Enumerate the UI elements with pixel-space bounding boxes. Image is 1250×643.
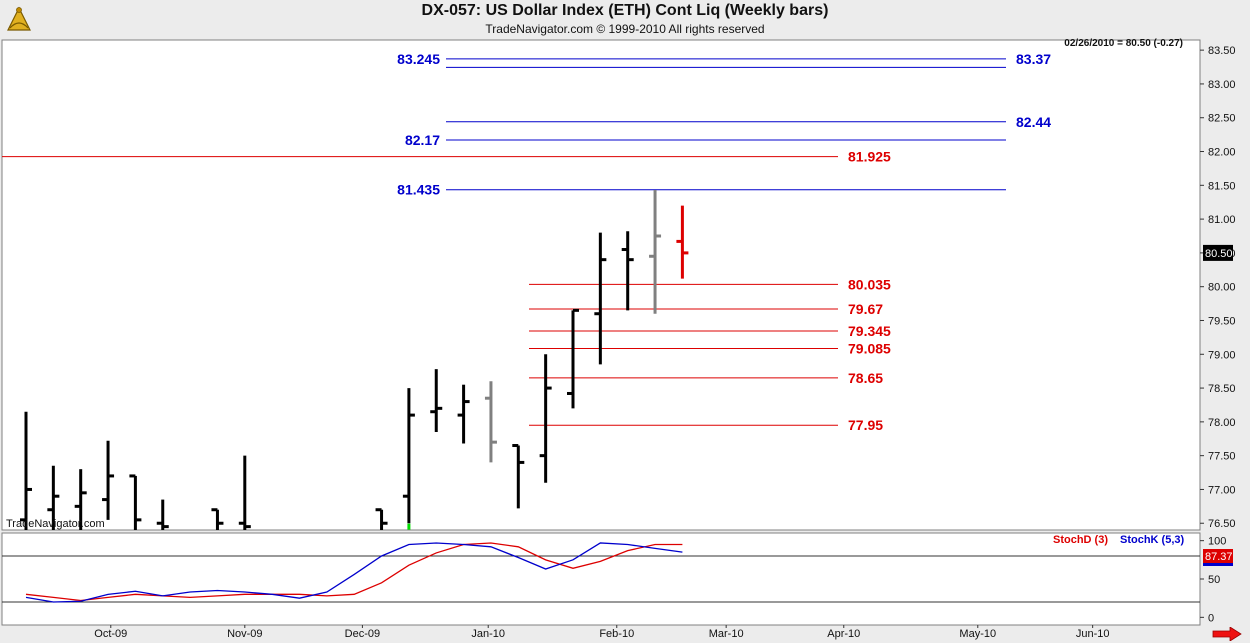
price-tick-label: 78.00 <box>1208 417 1236 429</box>
chart-header: DX-057: US Dollar Index (ETH) Cont Liq (… <box>0 0 1250 40</box>
red-level-label: 77.95 <box>848 417 883 433</box>
price-bar-week-5 <box>156 499 169 530</box>
current-price-tag <box>1203 244 1233 261</box>
price-bar-week-17 <box>484 381 497 463</box>
blue-level-label: 82.44 <box>1016 114 1051 130</box>
stochk-legend: StochK (5,3) <box>1120 534 1185 546</box>
sextant-logo-icon <box>7 6 31 31</box>
price-tick-label: 77.00 <box>1208 484 1236 496</box>
price-tick-label: 81.00 <box>1208 214 1236 226</box>
signal-marker <box>407 523 411 530</box>
stoch-value-tag-label: 87.37 <box>1205 551 1233 563</box>
red-level-label: 79.67 <box>848 301 883 317</box>
quote-line: 02/26/2010 = 80.50 (-0.27) <box>1064 38 1183 49</box>
watermark: TradeNavigator.com <box>6 518 105 530</box>
red-level-label: 81.925 <box>848 149 891 165</box>
price-tick-label: 78.50 <box>1208 383 1236 395</box>
stoch-tick-label: 100 <box>1208 536 1226 548</box>
price-tick-label: 82.00 <box>1208 147 1236 159</box>
x-tick-label: Feb-10 <box>599 628 634 640</box>
price-bar-week-8 <box>238 455 251 530</box>
stochk-line <box>25 542 683 603</box>
price-tick-label: 79.50 <box>1208 315 1236 327</box>
price-tick-label: 81.50 <box>1208 180 1236 192</box>
blue-level-label: 81.435 <box>397 182 440 198</box>
price-bar-week-24 <box>676 205 689 279</box>
x-tick-label: Dec-09 <box>345 628 380 640</box>
x-tick-label: May-10 <box>959 628 996 640</box>
x-tick-label: Jun-10 <box>1076 628 1110 640</box>
price-tick-label: 80.00 <box>1208 282 1236 294</box>
price-bar-week-13 <box>375 508 388 530</box>
x-tick-label: Mar-10 <box>709 628 744 640</box>
price-tick-label: 79.00 <box>1208 349 1236 361</box>
price-bar-week-4 <box>129 474 142 530</box>
price-bar-week-16 <box>457 384 470 444</box>
red-level-label: 80.035 <box>848 276 891 292</box>
price-tick-label: 82.50 <box>1208 113 1236 125</box>
blue-level-label: 83.37 <box>1016 51 1051 67</box>
price-bar-week-15 <box>430 369 443 432</box>
price-tick-label: 83.00 <box>1208 79 1236 91</box>
price-bar-week-2 <box>74 469 87 530</box>
stochd-line <box>25 542 683 602</box>
scroll-right-arrow-icon[interactable] <box>1212 627 1242 641</box>
price-bar-week-14 <box>402 388 415 524</box>
stoch-tick-label: 0 <box>1208 612 1214 624</box>
price-bar-week-0 <box>20 411 32 530</box>
blue-level-label: 82.17 <box>405 132 440 148</box>
price-tick-label: 77.50 <box>1208 451 1236 463</box>
price-bar-week-20 <box>567 308 579 409</box>
price-panel: 76.50 77.00 77.50 78.00 78.50 79.00 79.50 80.00… <box>1 38 1236 531</box>
stoch-tick-label: 50 <box>1208 574 1220 586</box>
red-level-label: 79.085 <box>848 341 891 357</box>
price-bar-week-18 <box>512 444 525 509</box>
x-tick-label: Jan-10 <box>471 628 505 640</box>
x-tick-label: Apr-10 <box>827 628 860 640</box>
chart-title: DX-057: US Dollar Index (ETH) Cont Liq (… <box>421 2 829 19</box>
price-bar-week-3 <box>102 440 115 520</box>
stochastic-panel: 0 50 100 StochD (3) StochK (5,3) 87.37 <box>1 532 1233 626</box>
x-tick-label: Oct-09 <box>94 628 127 640</box>
red-level-label: 78.65 <box>848 370 883 386</box>
price-bar-week-1 <box>47 465 60 530</box>
price-tick-label: 76.50 <box>1208 518 1236 530</box>
price-bar-week-23 <box>649 190 662 314</box>
stochastic-plot-area <box>1 532 1201 626</box>
stochd-legend: StochD (3) <box>1053 534 1108 546</box>
red-level-label: 79.345 <box>848 323 891 339</box>
price-tick-label: 83.50 <box>1208 45 1236 57</box>
x-axis: Oct-09 Nov-09 Dec-09 Jan-10 Feb-10 Mar-10 Apr-… <box>94 625 1109 640</box>
current-price-tag-label: 80.50 <box>1205 248 1233 260</box>
price-bar-week-7 <box>211 508 224 530</box>
x-tick-label: Nov-09 <box>227 628 262 640</box>
blue-level-label: 83.245 <box>397 51 440 67</box>
price-bar-week-22 <box>621 231 634 311</box>
stoch-value-tag <box>1203 549 1233 563</box>
price-bar-week-21 <box>594 232 607 365</box>
chart-subtitle: TradeNavigator.com © 1999-2010 All right… <box>485 22 765 36</box>
stoch-value-tag-blue <box>1203 563 1233 566</box>
price-bar-week-19 <box>539 354 552 483</box>
